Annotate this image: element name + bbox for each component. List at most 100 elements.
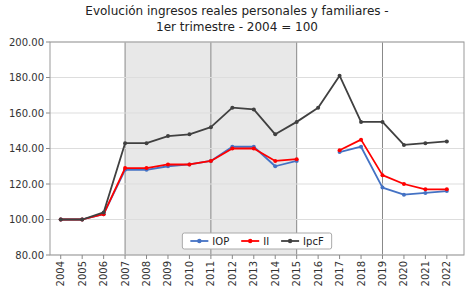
point	[102, 210, 106, 214]
x-tick	[403, 255, 404, 259]
title: Evolución ingresos reales personales y f…	[85, 4, 388, 18]
point	[59, 218, 63, 222]
point	[423, 187, 427, 191]
x-tick-label: 2014	[270, 261, 281, 286]
point	[273, 159, 277, 163]
point	[209, 125, 213, 129]
point	[402, 182, 406, 186]
y-tick	[46, 219, 50, 220]
legend-label: IpcF	[303, 236, 324, 247]
y-tick	[46, 77, 50, 78]
point	[80, 218, 84, 222]
series	[59, 138, 449, 222]
x-tick	[146, 255, 147, 259]
x-tick	[60, 255, 61, 259]
point	[123, 141, 127, 145]
x-tick-label: 2011	[205, 261, 216, 286]
x-tick-label: 2007	[120, 261, 131, 286]
series	[59, 74, 449, 222]
point	[166, 134, 170, 138]
point	[402, 193, 406, 197]
point	[380, 186, 384, 190]
x-tick	[446, 255, 447, 259]
legend-label: II	[263, 236, 269, 247]
x-tick	[318, 255, 319, 259]
x-tick	[103, 255, 104, 259]
x-tick-label: 2012	[227, 261, 238, 286]
point	[59, 218, 63, 222]
point	[59, 218, 63, 222]
x-tick	[82, 255, 83, 259]
y-tick-label: 80.00	[15, 250, 44, 261]
x-tick	[125, 255, 126, 259]
y-tick	[46, 113, 50, 114]
x-tick	[167, 255, 168, 259]
chart: Evolución ingresos reales personales y f…	[0, 0, 474, 291]
point	[273, 164, 277, 168]
point	[380, 173, 384, 177]
x-tick-label: 2008	[141, 261, 152, 286]
point	[316, 106, 320, 110]
legend-item: IOP	[190, 236, 229, 247]
point	[230, 106, 234, 110]
series-group	[59, 74, 449, 222]
point	[359, 145, 363, 149]
point	[187, 162, 191, 166]
legend-marker	[248, 239, 252, 243]
legend-marker	[288, 239, 292, 243]
y-axis: 80.00100.00120.00140.00160.00180.00200.0…	[9, 37, 464, 261]
point	[380, 120, 384, 124]
legend-item: II	[241, 236, 269, 247]
x-tick-label: 2017	[334, 261, 345, 286]
grid-line	[50, 219, 464, 220]
x-tick	[189, 255, 190, 259]
point	[295, 157, 299, 161]
point	[423, 141, 427, 145]
y-tick-label: 100.00	[9, 214, 44, 225]
x-tick	[232, 255, 233, 259]
x-tick-label: 2020	[398, 261, 409, 286]
point	[252, 147, 256, 151]
y-tick	[46, 42, 50, 43]
point	[359, 138, 363, 142]
x-tick	[361, 255, 362, 259]
x-tick-label: 2013	[248, 261, 259, 286]
point	[402, 143, 406, 147]
point	[338, 74, 342, 78]
x-tick	[382, 255, 383, 259]
x-tick-label: 2016	[313, 261, 324, 286]
x-tick	[253, 255, 254, 259]
point	[423, 191, 427, 195]
point	[145, 141, 149, 145]
line	[61, 149, 297, 220]
x-axis: 2004200520062007200820092010201120122013…	[55, 255, 452, 286]
y-tick	[46, 255, 50, 256]
x-tick	[275, 255, 276, 259]
point	[209, 159, 213, 163]
x-tick-label: 2005	[77, 261, 88, 286]
line	[61, 147, 297, 220]
grid-line	[50, 77, 464, 78]
point	[230, 147, 234, 151]
x-tick	[210, 255, 211, 259]
x-tick	[425, 255, 426, 259]
point	[209, 159, 213, 163]
legend-marker	[197, 239, 201, 243]
series	[59, 145, 449, 222]
y-tick-label: 200.00	[9, 37, 44, 48]
legend-frame	[182, 233, 331, 249]
point	[445, 139, 449, 143]
x-tick-label: 2010	[184, 261, 195, 286]
y-tick	[46, 184, 50, 185]
line	[61, 76, 447, 220]
y-tick	[46, 148, 50, 149]
point	[252, 107, 256, 111]
x-tick-label: 2015	[291, 261, 302, 286]
line	[340, 147, 447, 195]
plot-frame	[50, 42, 464, 255]
point	[273, 132, 277, 136]
x-tick-label: 2009	[162, 261, 173, 286]
point	[145, 166, 149, 170]
point	[359, 120, 363, 124]
x-tick-label: 2006	[98, 261, 109, 286]
